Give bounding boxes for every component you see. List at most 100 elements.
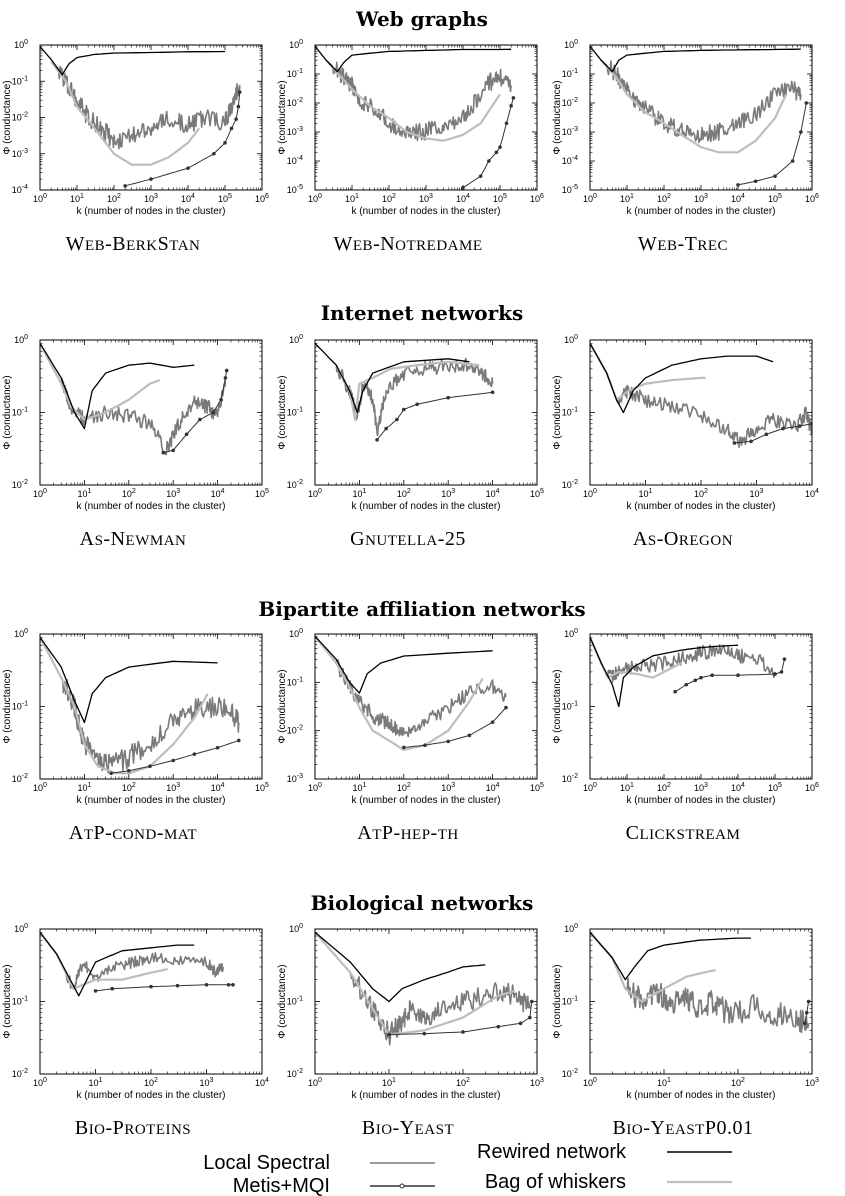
metis-mqi-point — [490, 390, 495, 395]
metis-mqi-point — [782, 657, 787, 661]
metis-mqi-point — [395, 417, 399, 422]
x-tick-label: 103 — [805, 1077, 819, 1088]
metis-mqi-point — [387, 1032, 391, 1037]
metis-mqi-point — [223, 141, 227, 145]
metis-mqi-point — [127, 768, 131, 773]
legend-label-local-spectral: Local Spectral — [203, 1152, 330, 1174]
metis-mqi-point — [790, 159, 795, 163]
y-tick-label: 10-3 — [12, 148, 28, 159]
metis-mqi-point — [234, 117, 238, 121]
metis-mqi-point — [110, 986, 115, 991]
y-tick-label: 10-2 — [12, 1068, 28, 1079]
metis-mqi-point — [504, 121, 509, 126]
x-tick-label: 105 — [530, 488, 544, 499]
x-tick-label: 102 — [731, 1077, 745, 1088]
x-tick-label: 102 — [397, 782, 411, 793]
y-tick-label: 10-5 — [287, 184, 303, 195]
metis-mqi-point — [509, 104, 513, 108]
x-tick-label: 100 — [33, 488, 47, 499]
metis-mqi-point — [149, 984, 153, 989]
y-tick-label: 10-1 — [12, 701, 28, 712]
plot-frame — [39, 44, 263, 191]
series-rewired-network — [40, 931, 195, 997]
y-tick-label: 10-1 — [287, 996, 303, 1007]
x-tick-label: 100 — [583, 193, 597, 204]
x-tick-label: 106 — [530, 193, 544, 204]
plot-area — [315, 342, 495, 442]
x-tick-label: 102 — [657, 782, 671, 793]
series-rewired-network — [315, 635, 493, 694]
x-tick-label: 103 — [530, 1077, 544, 1088]
x-axis-label: k (number of nodes in the cluster) — [77, 206, 226, 217]
series-bag-of-whiskers — [600, 59, 788, 154]
x-axis-label: k (number of nodes in the cluster) — [627, 206, 776, 217]
y-tick-label: 10-1 — [562, 996, 578, 1007]
x-tick-label: 106 — [805, 193, 819, 204]
series-metis-mqi — [734, 423, 812, 444]
chart-caption: WEB-TREC — [638, 233, 728, 255]
metis-mqi-point — [803, 1021, 807, 1026]
plot-area — [315, 45, 516, 190]
section-title: Internet networks — [321, 301, 524, 325]
y-tick-label: 100 — [289, 923, 303, 934]
metis-mqi-point — [490, 720, 495, 724]
metis-mqi-point — [799, 130, 803, 134]
chart-caption: BIO-YEAST — [362, 1117, 454, 1139]
x-tick-label: 104 — [731, 193, 745, 204]
metis-mqi-point — [529, 999, 534, 1004]
x-tick-label: 102 — [382, 193, 396, 204]
y-tick-label: 10-1 — [12, 407, 28, 418]
metis-mqi-point — [375, 438, 379, 442]
y-tick-label: 100 — [564, 923, 578, 934]
x-tick-label: 104 — [486, 782, 500, 793]
plot-area — [590, 45, 809, 187]
metis-mqi-point — [93, 989, 98, 993]
chart-caption: WEB-BERKSTAN — [66, 233, 201, 255]
legend-marker — [399, 1183, 405, 1189]
plot-frame — [39, 928, 263, 1075]
y-tick-label: 10-2 — [12, 479, 28, 490]
x-tick-label: 104 — [181, 193, 195, 204]
metis-mqi-point — [237, 90, 242, 94]
y-axis-label: Φ (conductance) — [277, 669, 288, 743]
chart-caption: GNUTELLA-25 — [350, 528, 466, 550]
metis-mqi-point — [415, 402, 419, 407]
y-tick-label: 100 — [14, 628, 28, 639]
y-axis-label: Φ (conductance) — [2, 375, 13, 449]
series-metis-mqi — [95, 984, 233, 992]
series-metis-mqi — [124, 92, 241, 187]
chart-as-newman: 100 101 102 103 104 105 10-2 10-1 100 k (number o… — [2, 334, 269, 550]
legend: Local Spectral Rewired network Metis+MQI Ba… — [203, 1141, 732, 1196]
x-tick-label: 104 — [456, 193, 470, 204]
metis-mqi-point — [215, 745, 220, 750]
x-tick-label: 101 — [345, 193, 359, 204]
y-axis-label: Φ (conductance) — [552, 964, 563, 1038]
y-tick-label: 10-2 — [562, 479, 578, 490]
metis-mqi-point — [402, 745, 406, 750]
series-rewired-network — [590, 931, 751, 981]
x-tick-label: 102 — [694, 488, 708, 499]
metis-mqi-point — [773, 672, 777, 676]
plot-frame — [39, 633, 263, 780]
series-bag-of-whiskers — [590, 636, 683, 679]
series-rewired-network — [590, 342, 774, 414]
x-tick-label: 100 — [308, 488, 322, 499]
metis-mqi-point — [461, 1030, 465, 1034]
chart-caption: AS-NEWMAN — [80, 528, 187, 550]
x-tick-label: 102 — [657, 193, 671, 204]
y-tick-label: 100 — [564, 628, 578, 639]
metis-mqi-point — [226, 982, 231, 987]
metis-mqi-point — [461, 185, 465, 190]
series-bag-of-whiskers — [40, 636, 209, 775]
metis-mqi-point — [804, 1010, 809, 1015]
x-tick-label: 103 — [694, 782, 708, 793]
x-tick-label: 103 — [144, 193, 158, 204]
metis-mqi-point — [446, 395, 451, 400]
y-tick-label: 10-1 — [287, 676, 303, 687]
metis-mqi-point — [236, 738, 241, 743]
metis-mqi-point — [773, 174, 777, 178]
x-tick-label: 104 — [486, 488, 500, 499]
x-tick-label: 103 — [694, 193, 708, 204]
series-metis-mqi — [403, 707, 507, 748]
metis-mqi-point — [518, 1021, 523, 1026]
